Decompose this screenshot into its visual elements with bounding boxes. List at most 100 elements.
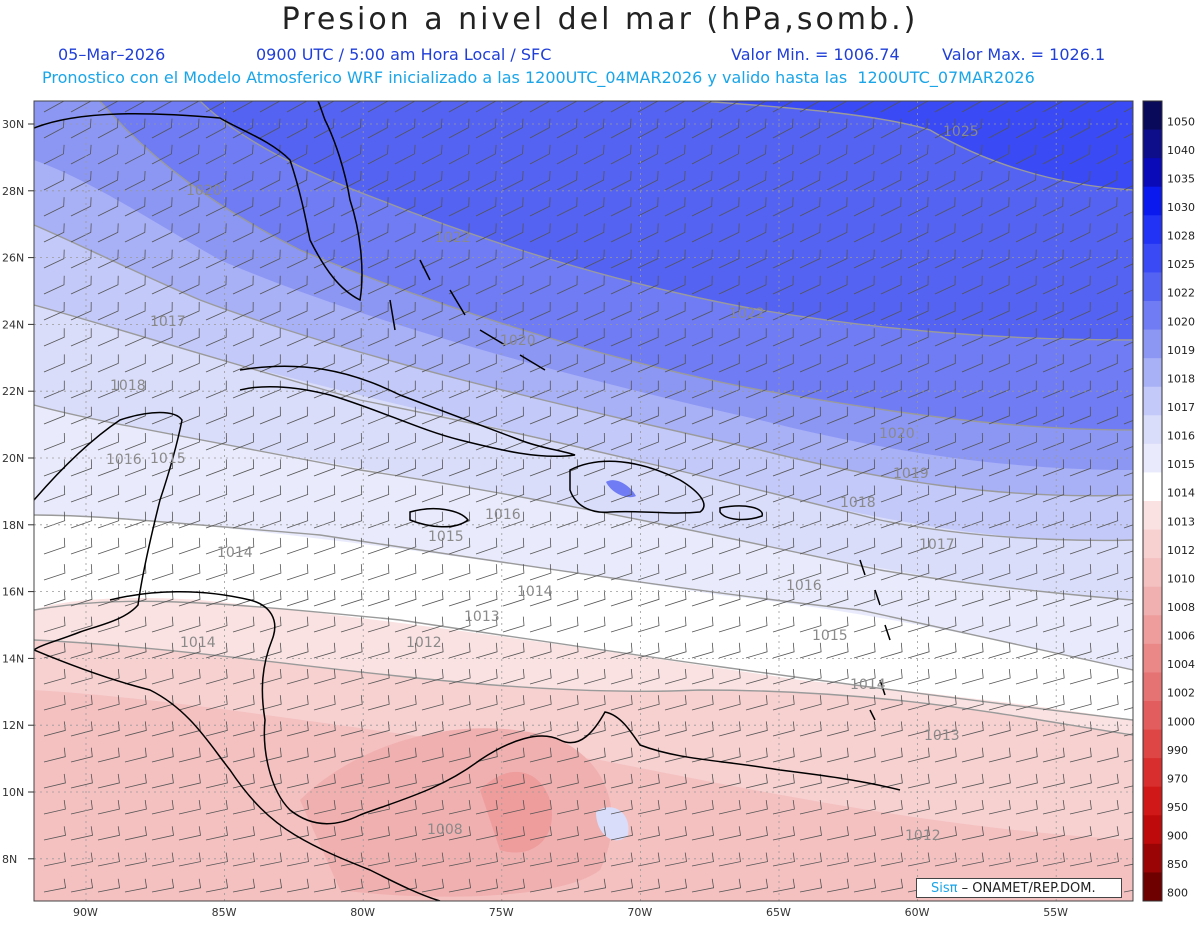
wind-barb (1069, 406, 1091, 425)
wind-barb (1069, 328, 1091, 347)
wind-barb (556, 590, 579, 607)
longitude-labels: 90W 85W 80W 75W 70W 65W 60W 55W (73, 906, 1068, 919)
wind-barb (475, 354, 497, 373)
wind-barb (1069, 695, 1092, 711)
wind-barb (151, 800, 174, 815)
wind-barb (637, 118, 659, 139)
wind-barb (151, 747, 174, 763)
colorbar-swatch (1143, 558, 1162, 588)
wind-barb (205, 275, 227, 295)
wind-barb (907, 406, 929, 425)
colorbar-label: 1014 (1167, 487, 1195, 500)
coast-cuba (239, 365, 576, 458)
wind-barb (340, 406, 362, 425)
wind-barb (340, 852, 363, 867)
wind-barb (394, 301, 416, 321)
wind-barb (610, 590, 633, 607)
wind-barb (988, 826, 1011, 841)
wind-barb (394, 223, 416, 243)
wind-barb (1123, 628, 1133, 633)
wind-barb (826, 223, 848, 243)
wind-barb (340, 878, 364, 893)
wind-barb (799, 197, 821, 217)
wind-barb (907, 616, 930, 633)
wind-barb (961, 328, 983, 347)
wind-barb (70, 223, 92, 243)
wind-barb (583, 485, 606, 503)
wind-barb (745, 878, 769, 893)
wind-barb (70, 354, 92, 373)
colorbar-label: 1017 (1167, 401, 1195, 414)
wind-barb (745, 537, 768, 555)
wind-barb (502, 328, 524, 347)
model-info: Pronostico con el Modelo Atmosferico WRF… (42, 68, 1035, 87)
wind-barb (124, 878, 148, 893)
wind-barb (961, 354, 983, 373)
wind-barb (259, 668, 282, 685)
wind-barb (826, 590, 849, 607)
wind-barb (259, 590, 282, 607)
wind-barb (421, 275, 443, 295)
wind-barb (151, 249, 173, 269)
wind-barb (448, 695, 471, 711)
wind-barb (637, 800, 660, 815)
wind-barb (880, 800, 903, 815)
wind-barb (178, 144, 200, 165)
wind-barb (934, 695, 957, 711)
wind-barb (691, 564, 714, 581)
wind-barb (232, 144, 254, 165)
wind-barb (205, 800, 228, 815)
wind-barb (367, 564, 390, 581)
wind-barb (988, 328, 1010, 347)
wind-barb (745, 301, 767, 321)
wind-barb (637, 197, 659, 217)
wind-barb (745, 459, 768, 477)
isobar-label: 1019 (893, 466, 929, 482)
wind-barb (205, 616, 228, 633)
wind-barb (1123, 707, 1133, 711)
wind-barb (1015, 197, 1037, 217)
wind-barb (232, 721, 255, 737)
wind-barb (259, 459, 282, 477)
wind-barb (448, 800, 471, 815)
wind-barb (610, 852, 633, 867)
wind-barb (610, 432, 632, 451)
wind-barb (556, 800, 579, 815)
wind-barb (367, 878, 391, 893)
wind-barb (745, 354, 767, 373)
wind-barb (529, 826, 552, 841)
wind-barb (1042, 459, 1065, 477)
wind-barb (43, 301, 65, 321)
wind-barb (340, 616, 363, 633)
wind-barb (97, 511, 120, 529)
wind-barb (394, 197, 416, 217)
wind-barb (178, 249, 200, 269)
wind-barb (367, 328, 389, 347)
wind-barb (70, 826, 93, 841)
wind-barb (664, 773, 687, 789)
wind-barb (853, 826, 876, 841)
wind-barb (529, 249, 551, 269)
wind-barb (70, 406, 92, 425)
wind-barb (394, 459, 417, 477)
wind-barb (880, 485, 903, 503)
wind-barb (448, 459, 471, 477)
wind-barb (97, 800, 120, 815)
wind-barb (502, 511, 525, 529)
wind-barb (961, 668, 984, 685)
wind-barb (961, 695, 984, 711)
lat-label: 28N (2, 185, 24, 198)
wind-barb (934, 144, 956, 165)
isobar-label: 1018 (110, 378, 146, 394)
wind-barb (97, 170, 119, 191)
wind-barb (556, 223, 578, 243)
colorbar-swatch (1143, 472, 1162, 502)
wind-barb (718, 721, 741, 737)
wind-barb (745, 721, 768, 737)
wind-barb (988, 197, 1010, 217)
wind-barb (178, 432, 200, 451)
wind-barb (772, 380, 794, 399)
wind-barb (529, 275, 551, 295)
wind-barb (583, 354, 605, 373)
wind-barb (367, 721, 390, 737)
